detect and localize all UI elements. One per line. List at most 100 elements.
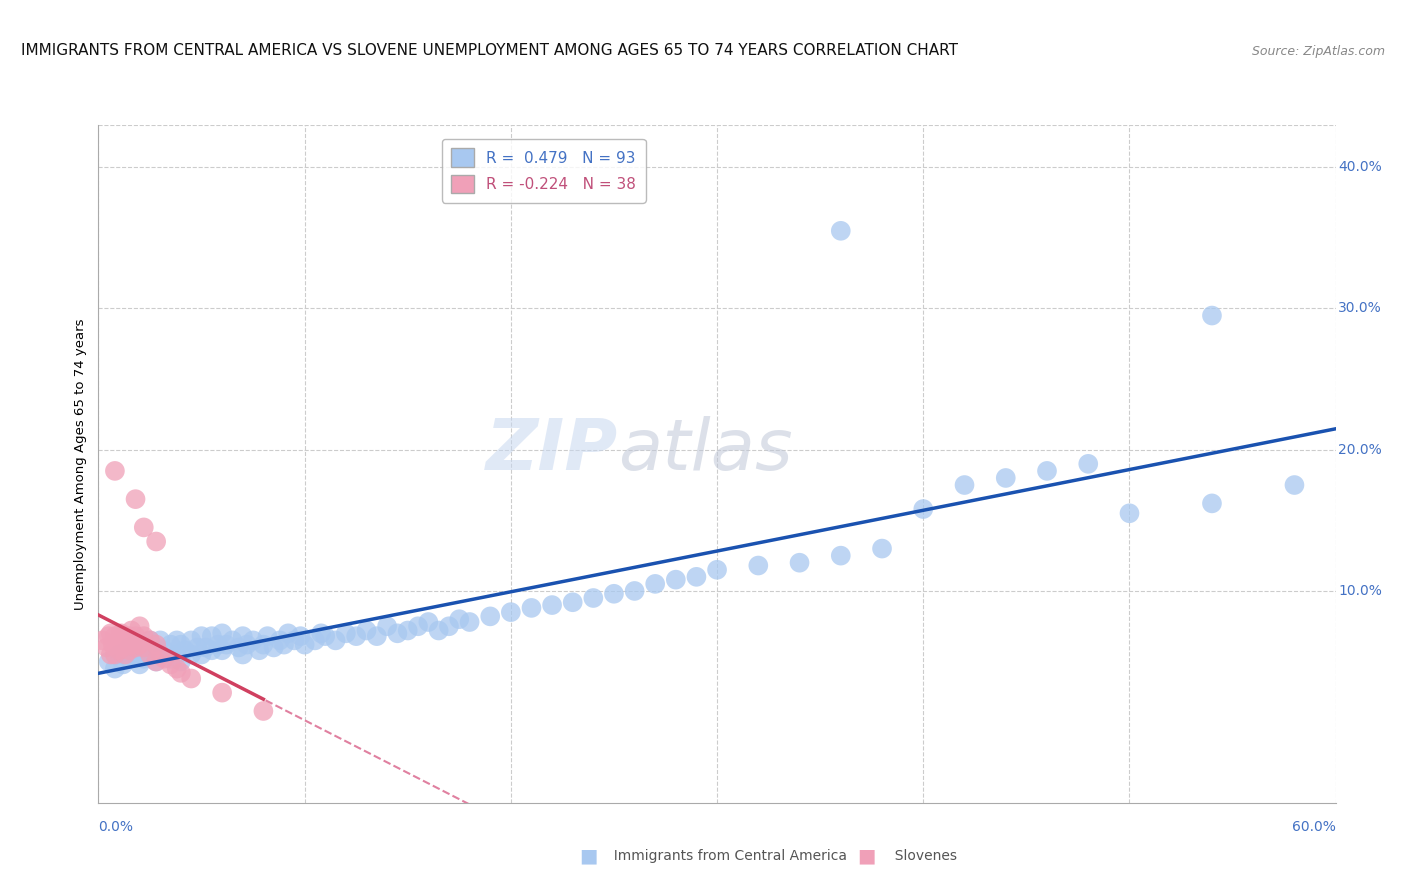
Point <box>114 648 136 662</box>
Point <box>685 570 707 584</box>
Point <box>269 633 291 648</box>
Legend: R =  0.479   N = 93, R = -0.224   N = 38: R = 0.479 N = 93, R = -0.224 N = 38 <box>441 139 645 202</box>
Point <box>201 629 224 643</box>
Point <box>120 638 142 652</box>
Point <box>256 629 278 643</box>
Point <box>110 626 132 640</box>
Point <box>170 655 193 669</box>
Point <box>97 655 120 669</box>
Point <box>1118 506 1140 520</box>
Point <box>170 665 193 680</box>
Point <box>406 619 429 633</box>
Point <box>108 633 131 648</box>
Text: Slovenes: Slovenes <box>886 849 956 863</box>
Point <box>128 619 150 633</box>
Point <box>104 464 127 478</box>
Point <box>159 638 181 652</box>
Point <box>561 595 583 609</box>
Point <box>458 615 481 629</box>
Text: IMMIGRANTS FROM CENTRAL AMERICA VS SLOVENE UNEMPLOYMENT AMONG AGES 65 TO 74 YEAR: IMMIGRANTS FROM CENTRAL AMERICA VS SLOVE… <box>21 43 957 58</box>
Point <box>221 633 243 648</box>
Point <box>149 648 172 662</box>
Point <box>228 640 250 655</box>
Point <box>104 629 127 643</box>
Point <box>290 629 312 643</box>
Point <box>706 563 728 577</box>
Point <box>118 651 141 665</box>
Text: atlas: atlas <box>619 416 793 484</box>
Point <box>145 638 167 652</box>
Point <box>912 502 935 516</box>
Text: 40.0%: 40.0% <box>1339 161 1382 174</box>
Point <box>149 648 172 662</box>
Point <box>124 640 146 655</box>
Point <box>665 573 688 587</box>
Point <box>108 648 131 662</box>
Point <box>118 643 141 657</box>
Point <box>145 640 167 655</box>
Point <box>132 640 155 655</box>
Point <box>124 648 146 662</box>
Point <box>170 638 193 652</box>
Point <box>582 591 605 605</box>
Point <box>112 657 135 672</box>
Point <box>145 534 167 549</box>
Point <box>437 619 460 633</box>
Point <box>870 541 893 556</box>
Point <box>174 643 197 657</box>
Point <box>242 633 264 648</box>
Point <box>108 643 131 657</box>
Point <box>166 648 188 662</box>
Point <box>117 633 139 648</box>
Point <box>159 651 181 665</box>
Point <box>145 655 167 669</box>
Point <box>232 629 254 643</box>
Point <box>247 643 270 657</box>
Point <box>252 638 274 652</box>
Point <box>96 640 118 655</box>
Point <box>153 651 176 665</box>
Point <box>139 633 162 648</box>
Text: 0.0%: 0.0% <box>98 820 134 834</box>
Text: 60.0%: 60.0% <box>1292 820 1336 834</box>
Point <box>1201 496 1223 510</box>
Point <box>953 478 976 492</box>
Point <box>314 629 336 643</box>
Point <box>263 640 285 655</box>
Point <box>623 584 645 599</box>
Point <box>180 633 202 648</box>
Point <box>1036 464 1059 478</box>
Point <box>830 224 852 238</box>
Point <box>132 629 155 643</box>
Text: 10.0%: 10.0% <box>1339 584 1382 598</box>
Point <box>644 577 666 591</box>
Point <box>375 619 398 633</box>
Point <box>124 629 146 643</box>
Point <box>344 629 367 643</box>
Point <box>747 558 769 573</box>
Point <box>252 704 274 718</box>
Point <box>309 626 332 640</box>
Point <box>132 520 155 534</box>
Point <box>118 640 141 655</box>
Point <box>201 643 224 657</box>
Point <box>139 648 162 662</box>
Point <box>1077 457 1099 471</box>
Point <box>356 624 378 638</box>
Text: ■: ■ <box>579 847 598 866</box>
Point <box>120 624 142 638</box>
Point <box>145 655 167 669</box>
Point <box>139 648 162 662</box>
Point <box>541 598 564 612</box>
Point <box>211 626 233 640</box>
Point <box>166 662 188 676</box>
Point <box>105 638 128 652</box>
Point <box>194 640 217 655</box>
Point <box>124 492 146 507</box>
Point <box>211 685 233 699</box>
Point <box>104 662 127 676</box>
Point <box>283 633 305 648</box>
Point <box>180 672 202 686</box>
Point <box>100 648 122 662</box>
Point <box>830 549 852 563</box>
